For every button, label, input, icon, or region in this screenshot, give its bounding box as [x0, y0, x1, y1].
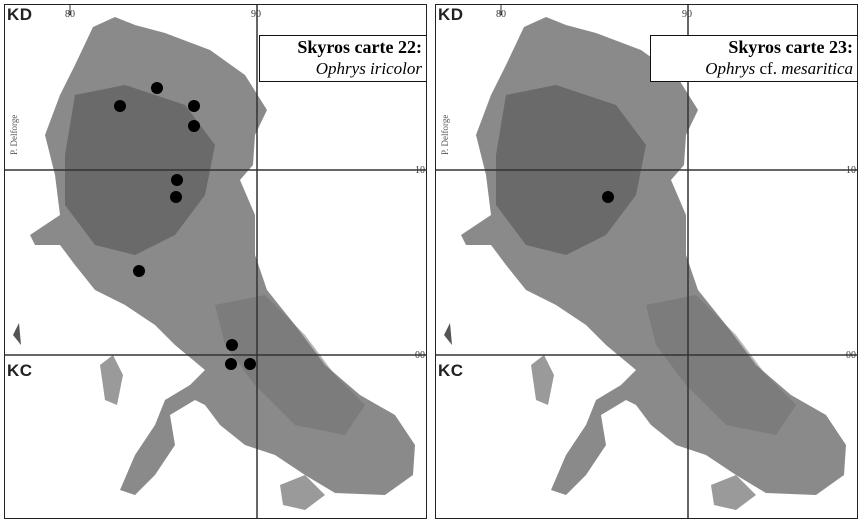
- island-map: [436, 5, 857, 518]
- tick-label-00: 00: [415, 350, 425, 361]
- tick-label-10: 10: [846, 165, 856, 176]
- grid-lines: [436, 5, 857, 518]
- occurrence-dot: [188, 120, 200, 132]
- occurrence-dot: [151, 82, 163, 94]
- square-code-top: KD: [7, 5, 33, 24]
- occurrence-dot: [114, 100, 126, 112]
- occurrence-dot: [188, 100, 200, 112]
- island-map: [5, 5, 426, 518]
- map-title: Skyros carte 23:: [728, 37, 853, 57]
- map-title: Skyros carte 22:: [297, 37, 422, 57]
- square-code-top: KD: [438, 5, 464, 24]
- occurrence-dot: [602, 191, 614, 203]
- occurrence-dot: [133, 265, 145, 277]
- occurrence-dot: [244, 358, 256, 370]
- map-panel-carte-23: KD KC 80 90 10 00 P. Delforge Skyros car…: [435, 4, 858, 519]
- tick-label-90: 90: [682, 9, 692, 20]
- tick-label-10: 10: [415, 165, 425, 176]
- occurrence-dot: [170, 191, 182, 203]
- map-title-box: Skyros carte 22: Ophrys iricolor: [259, 35, 426, 82]
- occurrence-dot: [171, 174, 183, 186]
- occurrence-dots: [114, 82, 256, 370]
- occurrence-dots: [602, 191, 614, 203]
- tick-label-80: 80: [496, 9, 506, 20]
- map-credit: P. Delforge: [440, 114, 450, 155]
- island-landmass: [13, 17, 415, 510]
- occurrence-dot: [225, 358, 237, 370]
- tick-label-90: 90: [251, 9, 261, 20]
- occurrence-dot: [226, 339, 238, 351]
- map-panel-carte-22: KD KC 80 90 10 00 P. Delforge Skyros car…: [4, 4, 427, 519]
- map-title-box: Skyros carte 23: Ophrys cf. mesaritica: [650, 35, 857, 82]
- species-name: Ophrys iricolor: [315, 59, 422, 78]
- square-code-bottom: KC: [438, 361, 464, 380]
- grid-lines: [5, 5, 426, 518]
- species-name: Ophrys cf. mesaritica: [705, 59, 853, 78]
- map-credit: P. Delforge: [9, 114, 19, 155]
- tick-label-00: 00: [846, 350, 856, 361]
- square-code-bottom: KC: [7, 361, 33, 380]
- island-landmass: [444, 17, 846, 510]
- tick-label-80: 80: [65, 9, 75, 20]
